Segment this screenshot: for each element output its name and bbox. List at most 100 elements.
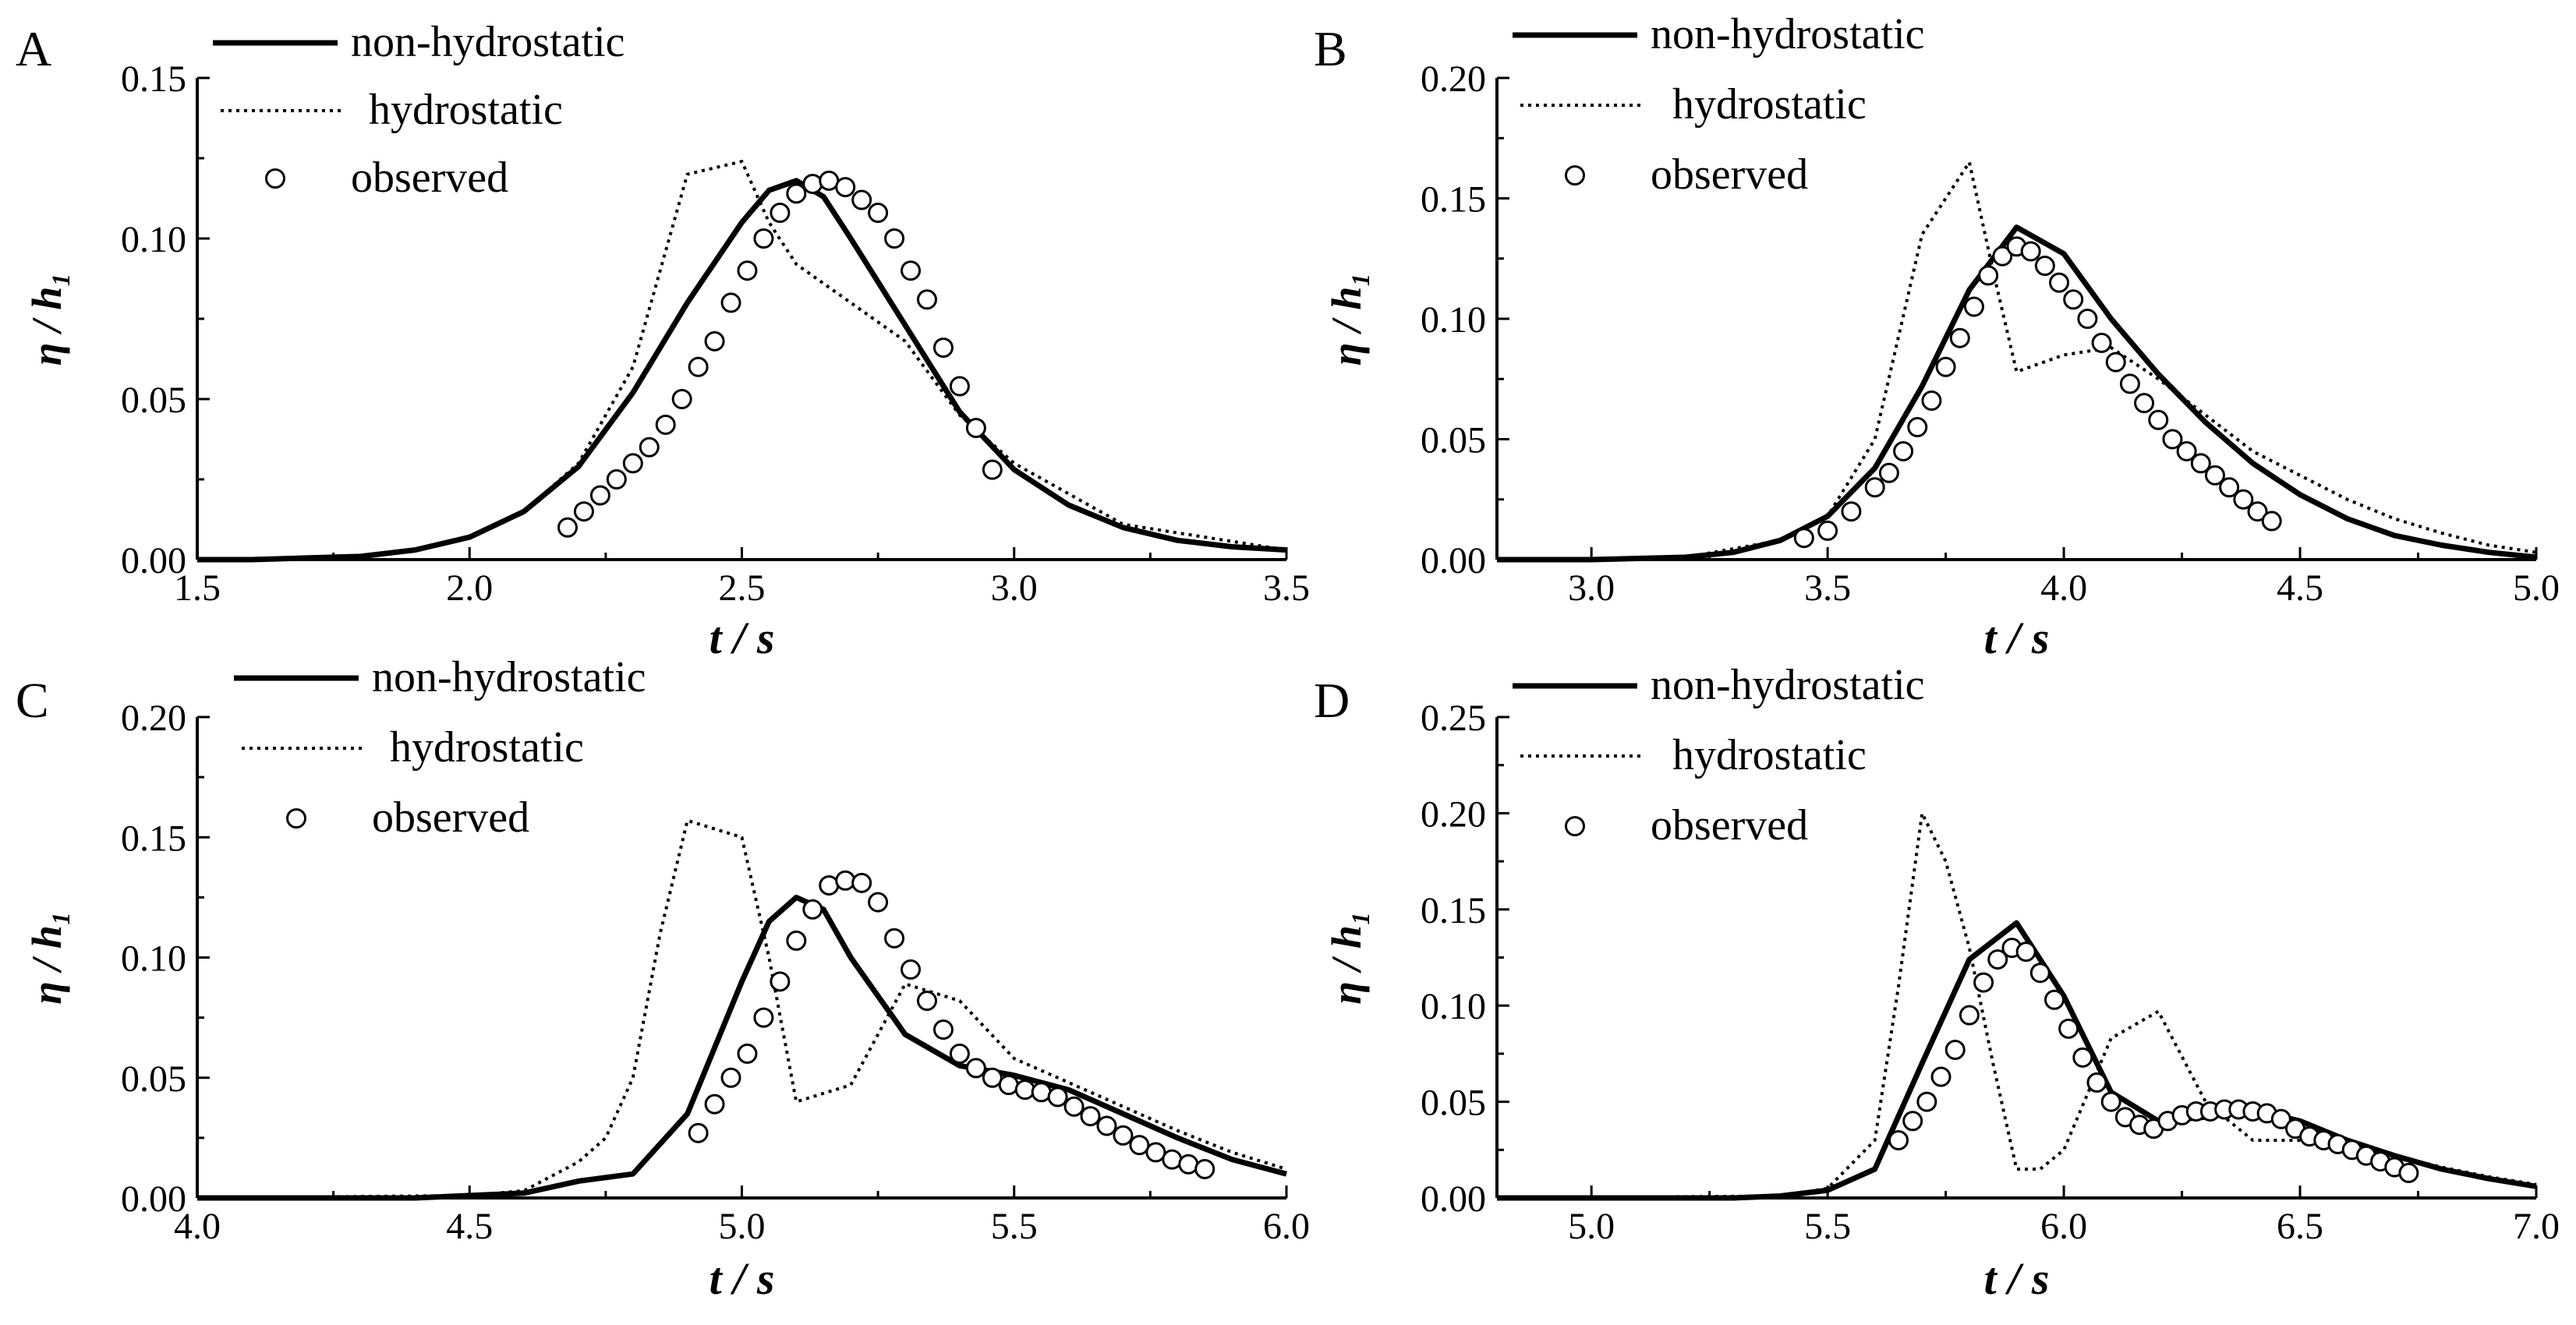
panel-b-observed-point <box>2162 429 2183 450</box>
panel-a-y-tick-label: 0.00 <box>121 540 186 581</box>
panel-a-observed-point <box>737 260 758 281</box>
panel-c-observed-point <box>720 1067 741 1088</box>
panel-b-x-axis-label: t / s <box>1984 613 2050 663</box>
panel-d-label: D <box>1314 673 1350 728</box>
panel-d-y-tick-label: 0.05 <box>1421 1083 1486 1124</box>
panel-b-y-tick-label: 0.10 <box>1421 299 1486 341</box>
panel-a-observed-point <box>916 289 937 310</box>
panel-c-observed-point <box>1145 1142 1166 1163</box>
panel-d-observed-point <box>2270 1108 2291 1129</box>
panel-d-legend-observed: observed <box>1651 801 1808 850</box>
panel-c-observed-point <box>1096 1115 1117 1136</box>
panel-d-x-tick-label: 5.5 <box>1804 1206 1851 1247</box>
panel-b-x-tick-label: 3.0 <box>1568 567 1615 609</box>
panel-c-observed-point <box>901 959 922 980</box>
panel-b-legend-observed: observed <box>1651 150 1808 199</box>
panel-b-x-tick-label: 3.5 <box>1804 567 1851 609</box>
panel-d-y-axis-label: η / h₁ <box>1323 910 1370 1005</box>
panel-c-observed-point <box>737 1043 758 1064</box>
panel-b-observed-point <box>1817 520 1838 541</box>
panel-b-observed-point <box>2190 453 2211 474</box>
panel-b-observed-point <box>2261 511 2282 532</box>
panel-c-x-tick-label: 4.0 <box>174 1206 221 1247</box>
panel-a-observed-point <box>622 453 643 474</box>
panel-c-y-tick-label: 0.20 <box>121 698 186 739</box>
panel-d-observed-point <box>2029 963 2051 984</box>
panel-b-observed-point <box>2105 352 2126 373</box>
panel-d-observed-point <box>2086 1072 2107 1093</box>
panel-c-legend-observed-swatch <box>286 808 306 829</box>
panel-b-observed-point <box>2063 289 2084 310</box>
panel-a-observed-point <box>639 436 660 458</box>
panel-a-x-tick-label: 2.5 <box>719 567 766 609</box>
panel-d-y-tick-label: 0.25 <box>1421 698 1486 739</box>
panel-b-observed-point <box>2119 373 2140 394</box>
panel-a-observed-point <box>753 228 774 249</box>
panel-d-observed-point <box>2100 1091 2121 1112</box>
panel-a-observed-point <box>720 292 741 313</box>
panel-d-y-tick-label: 0.10 <box>1421 986 1486 1027</box>
panel-b-observed-point <box>2049 272 2070 293</box>
panel-c-observed-point <box>753 1007 774 1028</box>
panel-d-y-tick-label: 0.15 <box>1421 890 1486 931</box>
panel-a-observed-point <box>770 203 791 224</box>
panel-c-observed-point <box>786 930 807 951</box>
panel-d-x-tick-label: 6.5 <box>2277 1206 2323 1247</box>
panel-b-legend-observed-swatch <box>1565 165 1585 186</box>
panel-c-observed-point <box>982 1067 1003 1088</box>
panel-b-y-tick-label: 0.20 <box>1421 58 1486 100</box>
panel-d-observed-point <box>1987 949 2008 970</box>
panel-a-observed-point <box>557 517 578 538</box>
panel-a-observed-point <box>671 389 692 409</box>
panel-b-legend-non-hydrostatic: non-hydrostatic <box>1651 10 1924 58</box>
panel-a-label: A <box>16 21 51 76</box>
panel-c-observed-point <box>835 870 856 891</box>
panel-c-observed-point <box>1063 1096 1085 1117</box>
panel-d-legend-observed-swatch <box>1565 816 1585 836</box>
panel-d-y-tick-label: 0.20 <box>1421 793 1486 835</box>
panel-c-observed-point <box>1031 1082 1052 1103</box>
panel-c-y-tick-label: 0.00 <box>121 1178 186 1220</box>
panel-b-observed-point <box>1893 440 1914 461</box>
panel-b-observed-point <box>1878 462 1899 483</box>
panel-a-x-tick-label: 1.5 <box>174 567 221 609</box>
panel-c-observed-point <box>965 1058 986 1079</box>
panel-a-observed-point <box>884 228 905 249</box>
panel-b-observed-point <box>1793 528 1814 549</box>
panel-a-legend-observed-swatch <box>265 168 285 189</box>
panel-d-observed-point <box>1959 1005 1980 1026</box>
panel-a-observed-point <box>932 337 954 359</box>
panel-b-observed-point <box>2034 256 2055 277</box>
panel-b-x-tick-label: 5.0 <box>2513 567 2560 609</box>
panel-b-observed-point <box>1907 417 1928 438</box>
panel-b-observed-point <box>1921 390 1942 412</box>
panel-a-observed-point <box>606 469 627 489</box>
panel-d-observed-point <box>2015 942 2036 963</box>
panel-b-legend-hydrostatic: hydrostatic <box>1672 80 1867 129</box>
panel-b-y-tick-label: 0.05 <box>1421 420 1486 461</box>
panel-b-observed-point <box>1864 477 1885 498</box>
panel-a-x-axis-label: t / s <box>709 613 775 663</box>
panel-c-label: C <box>16 673 49 728</box>
panel-a-x-tick-label: 2.0 <box>446 567 493 609</box>
panel-c-x-tick-label: 6.0 <box>1263 1206 1310 1247</box>
panel-b-observed-point <box>2020 241 2041 262</box>
panel-c-observed-point <box>770 971 791 992</box>
panel-b-observed-point <box>1935 356 1956 377</box>
panel-a-observed-point <box>982 459 1003 480</box>
panel-a-x-tick-label: 3.5 <box>1263 567 1310 609</box>
panel-c-observed-point <box>704 1094 725 1115</box>
panel-b-observed-point <box>2219 477 2240 498</box>
panel-c-observed-point <box>932 1019 954 1041</box>
panel-a-y-tick-label: 0.05 <box>121 380 186 421</box>
panel-c-legend-hydrostatic: hydrostatic <box>390 723 584 772</box>
panel-d-observed-point <box>2398 1162 2419 1183</box>
panel-d-x-axis-label: t / s <box>1984 1253 2050 1304</box>
panel-a-observed-point <box>589 485 610 506</box>
panel-a-non-hydrostatic-line <box>197 178 1287 563</box>
panel-b-y-tick-label: 0.00 <box>1421 540 1486 581</box>
panel-d-observed-point <box>2043 989 2065 1010</box>
panel-c-observed-point <box>1162 1149 1183 1170</box>
panel-d-observed-point <box>1944 1039 1966 1060</box>
panel-c-observed-point <box>1178 1154 1199 1175</box>
